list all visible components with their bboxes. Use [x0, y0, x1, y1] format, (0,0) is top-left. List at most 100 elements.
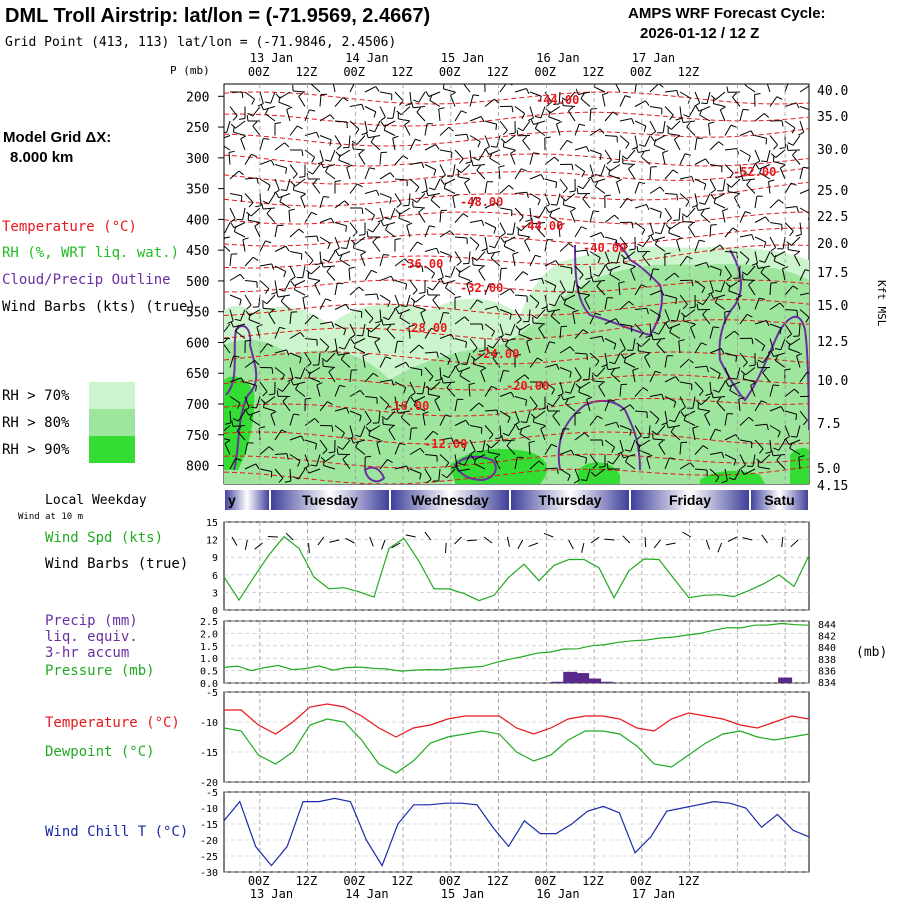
wind-barb-flag	[798, 455, 805, 458]
wind-barb	[471, 159, 486, 167]
wind-barb	[634, 222, 646, 236]
wind-barb-flag	[675, 117, 682, 121]
wind-barb	[529, 357, 543, 368]
wind-barb	[735, 164, 742, 179]
wind-barb-flag	[470, 454, 475, 461]
wind-barb	[289, 251, 303, 260]
wind-barb-shaft	[439, 414, 446, 426]
wind-barb	[349, 183, 363, 194]
wind-barb	[519, 427, 531, 441]
wind-barb-flag	[666, 125, 672, 130]
wind-barb-shaft	[482, 439, 486, 452]
wind-barb-flag	[695, 105, 700, 112]
wind-barb	[786, 236, 801, 246]
wind-barb	[409, 138, 422, 151]
wind-barb-flag	[405, 361, 410, 368]
wind-barb-flag	[552, 411, 558, 417]
wind-barb	[230, 120, 246, 129]
wind-barb-shaft	[289, 312, 292, 325]
wind-barb	[334, 407, 350, 414]
wind-barb	[319, 195, 330, 209]
wind-barb-flag	[430, 194, 435, 201]
wind-barb-shaft	[625, 251, 636, 260]
wind-barb-flag	[281, 374, 285, 381]
wind-barb-shaft	[548, 309, 561, 313]
wind-barb	[372, 237, 381, 252]
wind-barb	[364, 396, 378, 404]
wind-barb-shaft	[293, 381, 306, 386]
wind-barb-flag	[501, 435, 504, 442]
wind-barb-shaft	[263, 106, 276, 111]
wind-barb-shaft	[519, 433, 531, 441]
wind-barb-flag	[341, 432, 345, 439]
wind-barb-flag	[682, 304, 688, 310]
wind-barb-flag	[710, 95, 717, 100]
wind-barb	[559, 163, 574, 171]
wind-barb-flag	[521, 113, 526, 120]
wind-barb	[694, 262, 710, 269]
wind-barb-flag	[421, 265, 424, 273]
wind-barb	[754, 338, 766, 352]
wind-barb-flag	[670, 426, 675, 433]
temperature-contour	[224, 319, 809, 340]
wind-barb-flag	[526, 338, 533, 342]
wind-barb-flag	[371, 269, 378, 274]
wind-barb-flag	[532, 416, 535, 423]
wind-barb-flag	[641, 229, 646, 236]
wind-barb-shaft	[244, 256, 254, 267]
wind-barb	[408, 324, 415, 339]
wind-barb	[754, 149, 761, 165]
wind-barb-flag	[239, 299, 242, 306]
wind-barb-flag	[361, 104, 365, 111]
bottom-hour-label: 00Z	[630, 874, 652, 888]
bottom-hour-label: 00Z	[439, 874, 461, 888]
wind-barb-flag	[451, 465, 458, 469]
wind-barb-shaft	[439, 164, 446, 176]
wind-barb	[744, 84, 756, 93]
wind-barb-flag	[732, 227, 739, 232]
wind-barb	[709, 367, 721, 380]
wind-barb	[664, 169, 679, 180]
wind-barb	[769, 302, 785, 310]
wind-barb-shaft	[729, 389, 741, 397]
wind-barb-shaft	[368, 135, 381, 139]
wind-barb-shaft	[413, 106, 426, 109]
wind-barb-shaft	[544, 444, 552, 455]
temperature-contour	[224, 91, 809, 105]
temperature-contour	[224, 453, 809, 469]
wind-barb-shaft	[439, 265, 444, 278]
wind-barb	[694, 91, 701, 107]
wind-barb	[533, 207, 546, 219]
wind-barb	[368, 429, 381, 441]
surface-wind-barb	[244, 539, 248, 550]
wind-barb	[582, 193, 591, 209]
wind-barb-shaft	[289, 435, 302, 441]
wind-barb-shaft	[304, 251, 314, 261]
wind-barb-flag	[316, 235, 319, 242]
wind-barb	[454, 296, 462, 310]
wind-barb-flag	[798, 131, 804, 136]
wind-barb	[739, 130, 755, 137]
surface-wind-barb	[742, 537, 753, 541]
wind-barb-shaft	[233, 131, 246, 136]
wind-barb-shaft	[799, 292, 809, 296]
wind-barb-shaft	[529, 106, 534, 119]
surface-wind-barb	[405, 534, 416, 538]
wind-barb-flag	[557, 393, 564, 397]
wind-barb-shaft	[745, 367, 756, 376]
wind-barb-shaft	[528, 309, 531, 322]
wind-barb-flag	[781, 120, 784, 127]
wind-barb-flag	[494, 98, 500, 104]
wind-barb	[509, 120, 516, 135]
wind-barb	[367, 330, 381, 339]
wind-barb	[544, 136, 551, 151]
wind-barb	[230, 321, 246, 328]
wind-barb	[563, 298, 576, 310]
wind-barb-flag	[286, 349, 290, 356]
wind-barb-flag	[703, 183, 707, 190]
wind-barb	[769, 120, 784, 127]
wind-barb	[454, 338, 468, 348]
wind-barb-shaft	[298, 96, 306, 107]
wind-barb	[704, 410, 711, 426]
wind-barb-shaft	[319, 338, 330, 348]
